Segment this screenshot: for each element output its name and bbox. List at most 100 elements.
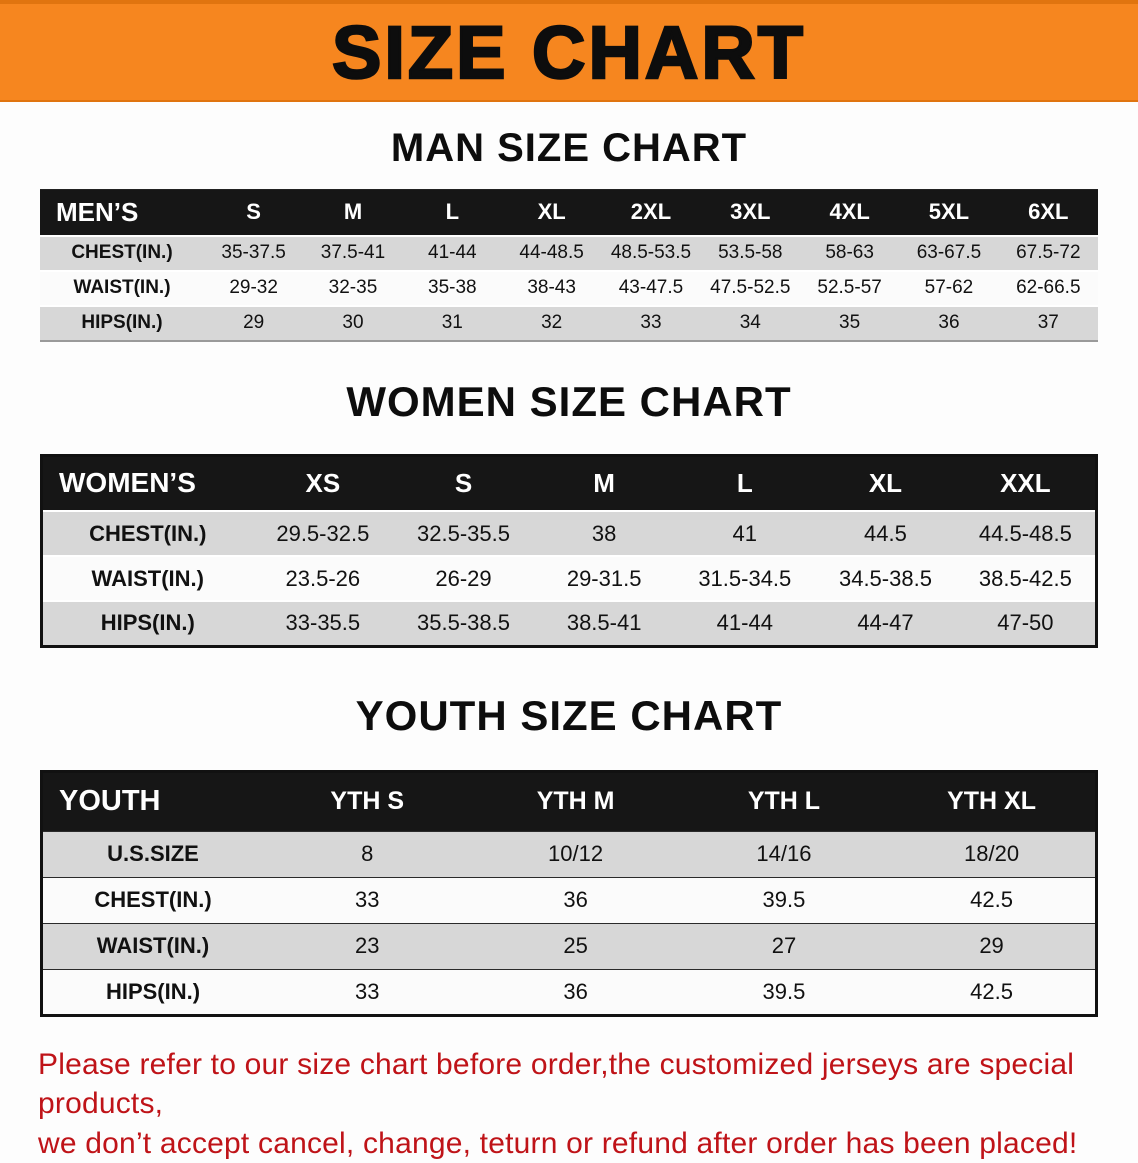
size-column-header: 3XL	[701, 190, 800, 236]
size-value-cell: 29-32	[204, 271, 303, 306]
size-value-cell: 10/12	[471, 831, 679, 877]
size-value-cell: 44.5	[815, 511, 956, 556]
size-value-cell: 8	[263, 831, 471, 877]
size-value-cell: 33-35.5	[253, 601, 394, 646]
size-column-header: YTH XL	[888, 771, 1096, 831]
section-heading-youth: YOUTH SIZE CHART	[0, 648, 1138, 770]
size-value-cell: 18/20	[888, 831, 1096, 877]
table-title-cell: YOUTH	[42, 771, 264, 831]
size-value-cell: 36	[471, 877, 679, 923]
measurement-row-label: HIPS(IN.)	[42, 601, 253, 646]
size-value-cell: 23.5-26	[253, 556, 394, 601]
measurement-row-label: HIPS(IN.)	[40, 306, 204, 341]
measurement-row-label: CHEST(IN.)	[42, 511, 253, 556]
size-column-header: M	[303, 190, 402, 236]
size-value-cell: 37	[999, 306, 1098, 341]
table-title-cell: MEN’S	[40, 190, 204, 236]
size-value-cell: 29.5-32.5	[253, 511, 394, 556]
disclaimer-line-2: we don’t accept cancel, change, teturn o…	[38, 1124, 1100, 1163]
measurement-row-label: WAIST(IN.)	[42, 556, 253, 601]
size-value-cell: 33	[601, 306, 700, 341]
size-value-cell: 62-66.5	[999, 271, 1098, 306]
size-column-header: YTH L	[680, 771, 888, 831]
size-value-cell: 38	[534, 511, 675, 556]
size-value-cell: 44-48.5	[502, 236, 601, 271]
disclaimer: Please refer to our size chart before or…	[38, 1045, 1100, 1163]
size-value-cell: 23	[263, 923, 471, 969]
size-column-header: L	[403, 190, 502, 236]
size-column-header: YTH S	[263, 771, 471, 831]
size-value-cell: 36	[471, 969, 679, 1015]
size-value-cell: 35	[800, 306, 899, 341]
size-column-header: XL	[502, 190, 601, 236]
measurement-row-label: CHEST(IN.)	[42, 877, 264, 923]
size-column-header: 6XL	[999, 190, 1098, 236]
size-value-cell: 26-29	[393, 556, 534, 601]
size-value-cell: 29	[204, 306, 303, 341]
banner: SIZE CHART	[0, 0, 1138, 102]
size-value-cell: 34.5-38.5	[815, 556, 956, 601]
size-value-cell: 31.5-34.5	[674, 556, 815, 601]
size-value-cell: 39.5	[680, 877, 888, 923]
size-column-header: YTH M	[471, 771, 679, 831]
size-value-cell: 36	[899, 306, 998, 341]
size-value-cell: 29	[888, 923, 1096, 969]
size-value-cell: 38-43	[502, 271, 601, 306]
size-column-header: L	[674, 455, 815, 511]
table-title-cell: WOMEN’S	[42, 455, 253, 511]
size-column-header: S	[393, 455, 534, 511]
size-value-cell: 35-37.5	[204, 236, 303, 271]
size-value-cell: 53.5-58	[701, 236, 800, 271]
size-column-header: 2XL	[601, 190, 700, 236]
size-value-cell: 38.5-41	[534, 601, 675, 646]
size-value-cell: 27	[680, 923, 888, 969]
size-value-cell: 57-62	[899, 271, 998, 306]
size-value-cell: 39.5	[680, 969, 888, 1015]
size-value-cell: 41-44	[674, 601, 815, 646]
size-column-header: XXL	[956, 455, 1097, 511]
size-value-cell: 42.5	[888, 877, 1096, 923]
size-value-cell: 33	[263, 969, 471, 1015]
size-value-cell: 48.5-53.5	[601, 236, 700, 271]
size-value-cell: 44-47	[815, 601, 956, 646]
measurement-row-label: WAIST(IN.)	[42, 923, 264, 969]
measurement-row-label: WAIST(IN.)	[40, 271, 204, 306]
size-value-cell: 58-63	[800, 236, 899, 271]
measurement-row-label: HIPS(IN.)	[42, 969, 264, 1015]
banner-title: SIZE CHART	[332, 10, 806, 95]
size-column-header: 4XL	[800, 190, 899, 236]
size-value-cell: 44.5-48.5	[956, 511, 1097, 556]
size-column-header: S	[204, 190, 303, 236]
size-column-header: XL	[815, 455, 956, 511]
size-value-cell: 41-44	[403, 236, 502, 271]
size-value-cell: 47.5-52.5	[701, 271, 800, 306]
size-value-cell: 31	[403, 306, 502, 341]
measurement-row-label: CHEST(IN.)	[40, 236, 204, 271]
size-value-cell: 47-50	[956, 601, 1097, 646]
size-value-cell: 38.5-42.5	[956, 556, 1097, 601]
size-value-cell: 30	[303, 306, 402, 341]
size-value-cell: 14/16	[680, 831, 888, 877]
size-value-cell: 29-31.5	[534, 556, 675, 601]
size-value-cell: 32.5-35.5	[393, 511, 534, 556]
size-value-cell: 32	[502, 306, 601, 341]
size-value-cell: 63-67.5	[899, 236, 998, 271]
size-value-cell: 32-35	[303, 271, 402, 306]
